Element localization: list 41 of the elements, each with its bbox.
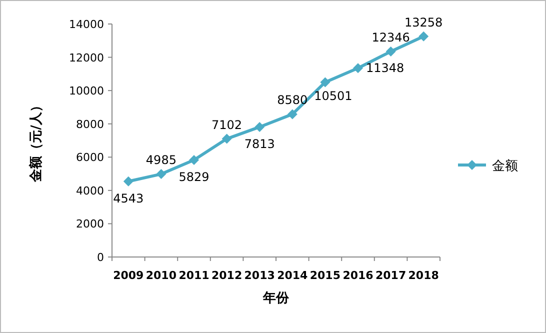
x-tick-label: 2010 [146, 269, 177, 282]
legend-label: 金额 [492, 159, 518, 174]
x-tick-label: 2016 [342, 269, 374, 282]
point [254, 122, 265, 132]
point [320, 77, 330, 88]
x-tick-label: 2012 [211, 269, 242, 282]
x-tick-label: 2018 [408, 269, 439, 282]
data-label: 13258 [404, 15, 443, 30]
y-tick-label: 12000 [69, 51, 104, 64]
point [123, 176, 134, 186]
y-tick-label: 8000 [76, 118, 104, 131]
x-tick-label: 2013 [244, 269, 275, 282]
y-tick-label: 4000 [76, 184, 104, 198]
x-axis-title: 年份 [262, 291, 290, 306]
point [353, 63, 363, 74]
data-label: 4543 [113, 191, 144, 206]
point [156, 169, 166, 180]
y-tick-label: 2000 [76, 218, 104, 231]
data-label: 10501 [314, 89, 352, 104]
y-tick-label: 0 [97, 251, 104, 264]
y-tick-label: 14000 [69, 18, 104, 31]
data-label: 4985 [146, 153, 176, 168]
x-tick-label: 2014 [277, 269, 308, 282]
data-label: 12346 [372, 30, 410, 45]
data-label: 7813 [244, 136, 275, 151]
y-tick-label: 10000 [69, 84, 104, 98]
data-label: 11348 [366, 61, 404, 76]
y-tick-label: 6000 [76, 151, 104, 164]
x-tick-label: 2017 [375, 269, 406, 282]
data-label: 7102 [212, 118, 242, 132]
y-axis-title: 金额（元/人） [28, 99, 44, 183]
point [386, 46, 396, 57]
x-tick-label: 2015 [310, 269, 341, 282]
point [418, 31, 429, 42]
point [189, 154, 199, 165]
point [287, 109, 298, 120]
point [222, 134, 232, 144]
x-tick-label: 2009 [113, 269, 144, 282]
x-tick-label: 2011 [178, 269, 210, 282]
data-label: 5829 [178, 170, 210, 184]
data-label: 8580 [277, 93, 308, 108]
